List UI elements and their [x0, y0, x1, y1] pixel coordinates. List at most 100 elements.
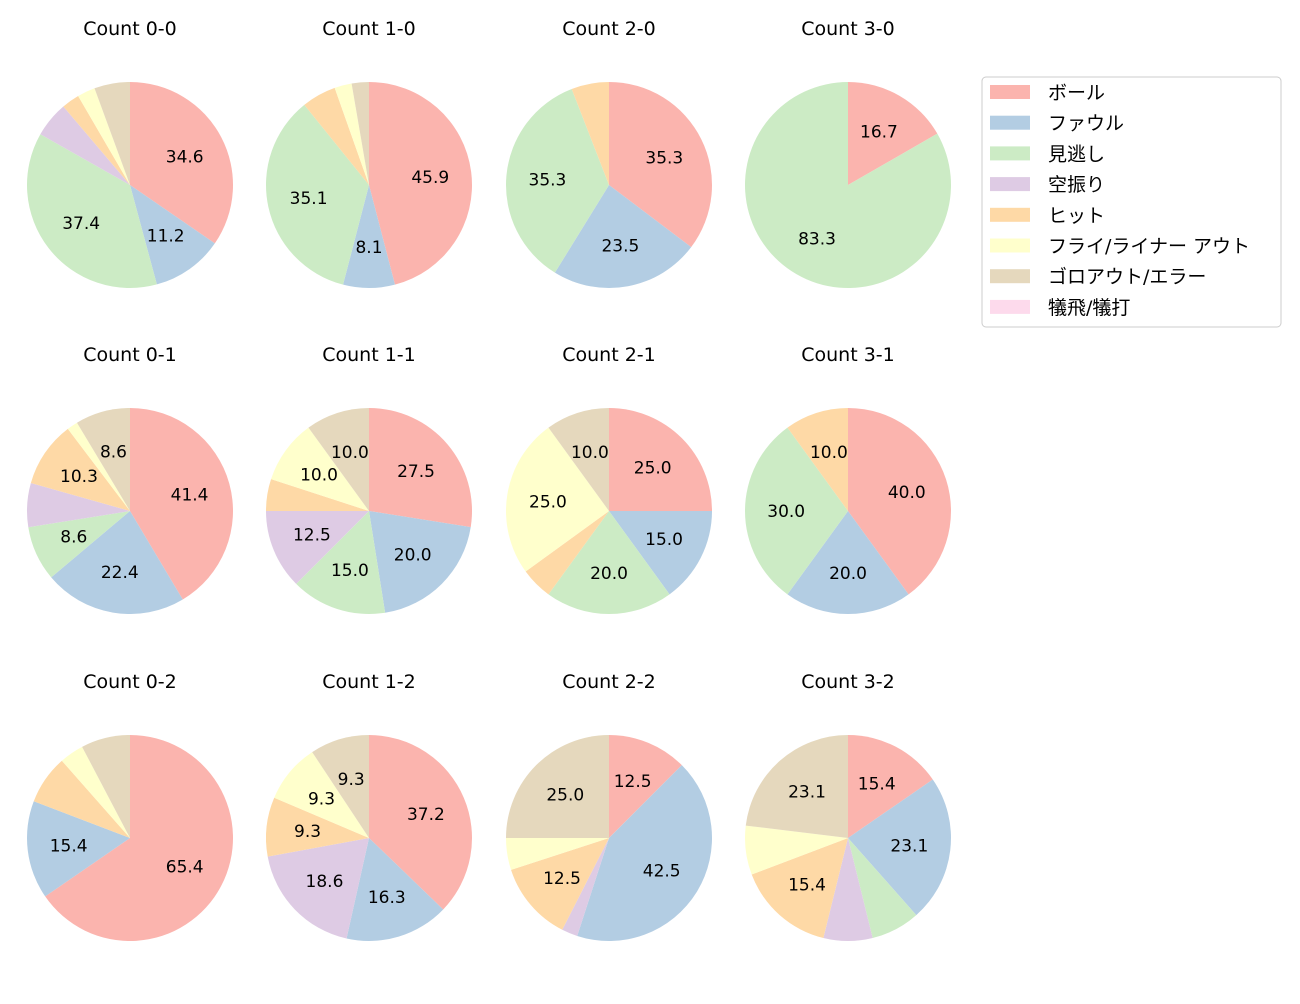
slice-label: 23.1 [788, 783, 826, 803]
pie-slice [28, 511, 131, 578]
pie-title: Count 3-2 [801, 671, 895, 693]
slice-label: 16.7 [860, 123, 898, 143]
legend-label: 空振り [1048, 174, 1105, 196]
slice-label: 8.6 [60, 528, 87, 548]
pie-count-0-0: Count 0-0 34.6 11.2 37.4 [27, 18, 233, 288]
pie-slice [369, 735, 472, 910]
slice-label: 12.5 [543, 869, 581, 889]
pie-slice [609, 408, 712, 511]
pie-slice [745, 82, 951, 289]
legend-label: ヒット [1048, 205, 1105, 227]
pie-slice [266, 511, 369, 584]
pie-title: Count 3-1 [801, 344, 895, 366]
slice-label: 10.0 [300, 466, 338, 486]
pie-slice [511, 838, 609, 930]
slice-label: 41.4 [171, 486, 209, 506]
slice-label: 65.4 [166, 858, 204, 878]
slice-label: 10.3 [60, 467, 98, 487]
legend-swatch [990, 269, 1030, 284]
slice-label: 37.4 [62, 214, 100, 234]
slice-label: 30.0 [767, 502, 805, 522]
pie-slice [787, 408, 848, 511]
pie-slice [745, 427, 848, 595]
legend-label: ボール [1048, 82, 1105, 104]
pie-count-1-1: Count 1-1 27.5 20.0 15.012.5 10.0 10.0 [266, 344, 472, 614]
pie-slice [61, 746, 131, 838]
slice-label: 35.3 [645, 148, 683, 168]
slice-label: 20.0 [590, 564, 628, 584]
pie-slice [609, 82, 713, 248]
slice-label: 8.6 [100, 442, 127, 462]
pie-slice [562, 838, 609, 936]
pie-slice [130, 408, 233, 600]
slice-label: 12.5 [293, 526, 331, 546]
pie-slice [27, 134, 157, 288]
slice-label: 83.3 [798, 229, 836, 249]
pie-slice [346, 838, 444, 941]
pie-slice [94, 82, 130, 185]
pie-slice [848, 82, 938, 185]
pie-slice [78, 88, 130, 185]
pie-title: Count 2-0 [562, 18, 656, 40]
pie-title: Count 0-0 [83, 18, 177, 40]
slice-label: 34.6 [166, 147, 204, 167]
slice-label: 9.3 [308, 789, 335, 809]
pie-slice [308, 408, 369, 511]
pie-title: Count 2-2 [562, 671, 656, 693]
pie-count-2-2: Count 2-2 12.5 42.5 12.5 25.0 [506, 671, 712, 941]
pie-title: Count 1-1 [322, 344, 416, 366]
pie-slice [506, 427, 609, 572]
slice-label: 8.1 [355, 238, 382, 258]
pie-slice [571, 82, 609, 185]
slice-label: 45.9 [411, 168, 449, 188]
pie-slice [823, 838, 873, 941]
slice-label: 11.2 [147, 226, 185, 246]
slice-label: 10.0 [571, 443, 609, 463]
slice-label: 10.0 [810, 443, 848, 463]
pie-slice [848, 838, 917, 939]
slice-label: 12.5 [614, 772, 652, 792]
pie-slice [848, 735, 933, 838]
pie-slice [848, 779, 951, 916]
pie-slice [40, 106, 130, 185]
pie-slice [548, 511, 670, 614]
legend-swatch [990, 207, 1030, 222]
slice-label: 27.5 [397, 462, 435, 482]
pie-slice [745, 735, 848, 838]
pie-slice [351, 82, 369, 185]
legend-label: ゴロアウト/エラー [1048, 266, 1206, 288]
slice-label: 18.6 [306, 872, 344, 892]
pie-slice [130, 82, 233, 244]
pie-slice [67, 422, 130, 511]
pie-count-3-2: Count 3-2 15.4 23.1 15.4 23.1 [745, 671, 951, 941]
slice-label: 15.4 [50, 836, 88, 856]
pie-slice [334, 83, 369, 185]
pie-slice [266, 104, 369, 285]
pie-slice [312, 735, 369, 838]
slice-label: 37.2 [407, 805, 445, 825]
slice-label: 35.3 [529, 170, 567, 190]
pie-count-3-0: Count 3-0 16.7 83.3 [745, 18, 951, 289]
legend-label: 見逃し [1048, 143, 1105, 165]
legend-label: フライ/ライナー アウト [1048, 236, 1250, 258]
pie-slice [30, 428, 130, 511]
slice-label: 25.0 [546, 785, 584, 805]
pie-title: Count 1-0 [322, 18, 416, 40]
pie-slice [304, 87, 369, 185]
pie-slice [76, 408, 130, 511]
pie-title: Count 0-2 [83, 671, 177, 693]
pie-slice [267, 838, 369, 939]
slice-label: 23.5 [601, 237, 639, 257]
pie-slice [506, 735, 609, 838]
pie-title: Count 3-0 [801, 18, 895, 40]
slice-label: 9.3 [338, 770, 365, 790]
pie-count-3-1: Count 3-1 40.0 20.0 30.0 10.0 [745, 344, 951, 614]
pie-slice [369, 82, 472, 285]
slice-label: 16.3 [368, 888, 406, 908]
slice-label: 15.4 [788, 875, 826, 895]
pie-slice [506, 88, 609, 273]
slice-label: 35.1 [290, 189, 328, 209]
slice-label: 15.0 [645, 530, 683, 550]
pie-slice [745, 825, 848, 875]
